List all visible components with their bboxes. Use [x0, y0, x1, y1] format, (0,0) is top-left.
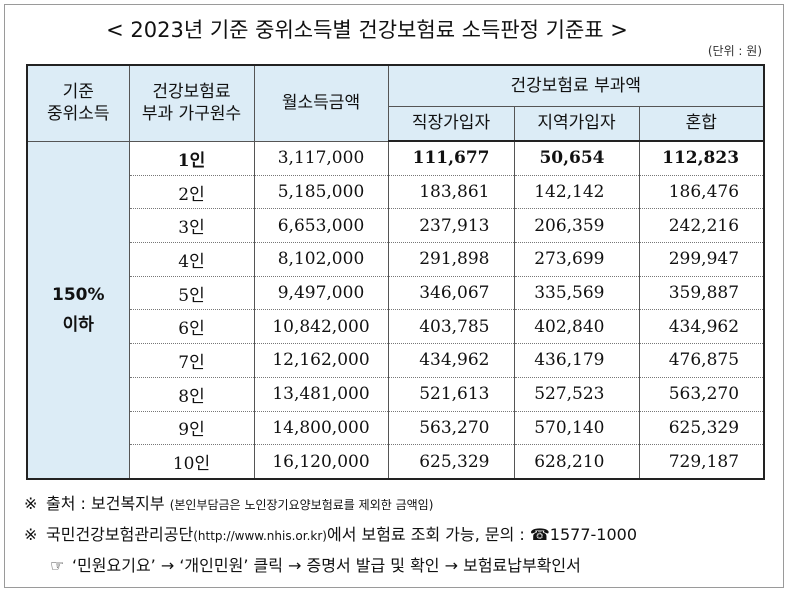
regional-cell: 206,359: [513, 208, 640, 244]
table-row: 5인 9,497,000 346,067 335,569 359,887: [27, 276, 765, 311]
members-cell: 4인: [128, 242, 255, 277]
mixed-cell: 299,947: [638, 242, 765, 277]
inquiry-note: ※ 국민건강보험관리공단(http://www.nhis.or.kr)에서 보험료…: [24, 521, 637, 545]
employee-cell: 183,861: [387, 175, 515, 210]
employee-cell: 291,898: [387, 242, 515, 277]
income-cell: 6,653,000: [253, 208, 389, 244]
regional-cell: 273,699: [513, 242, 640, 277]
page-title: < 2023년 기준 중위소득별 건강보험료 소득판정 기준표 >: [106, 18, 628, 42]
regional-cell: 402,840: [513, 309, 640, 345]
income-cell: 3,117,000: [253, 141, 389, 176]
employee-cell: 346,067: [387, 276, 515, 311]
pointing-hand-icon: ☞: [50, 556, 65, 575]
table-row: 8인 13,481,000 521,613 527,523 563,270: [27, 377, 765, 412]
regional-cell: 527,523: [513, 377, 640, 412]
regional-cell: 570,140: [513, 411, 640, 446]
source-subnote: (본인부담금은 노인장기요양보험료를 제외한 금액임): [169, 498, 434, 512]
employee-cell: 403,785: [387, 309, 515, 345]
table-row: 4인 8,102,000 291,898 273,699 299,947: [27, 242, 765, 277]
table-row: 150% 이하 1인 3,117,000 111,677 50,654 112,…: [26, 141, 765, 479]
table-row: 3인 6,653,000 237,913 206,359 242,216: [27, 208, 765, 244]
members-cell: 6인: [128, 309, 255, 345]
mixed-cell: 242,216: [638, 208, 765, 244]
header-household: 건강보험료 부과 가구원수: [128, 64, 255, 142]
band-cell: 150% 이하: [26, 141, 130, 479]
reference-mark-icon: ※: [24, 494, 38, 513]
inquiry-text: 에서 보험료 조회 가능, 문의 : ☎1577-1000: [326, 525, 638, 544]
regional-cell: 628,210: [513, 444, 640, 479]
table-row: 6인 10,842,000 403,785 402,840 434,962: [27, 309, 765, 345]
employee-cell: 434,962: [387, 343, 515, 378]
employee-cell: 563,270: [387, 411, 515, 446]
mixed-cell: 359,887: [638, 276, 765, 311]
employee-cell: 111,677: [387, 141, 515, 176]
income-cell: 8,102,000: [253, 242, 389, 277]
mixed-cell: 563,270: [638, 377, 765, 412]
source-text: 출처 : 보건복지부: [46, 494, 165, 513]
income-cell: 9,497,000: [253, 276, 389, 311]
regional-cell: 142,142: [513, 175, 640, 210]
mixed-cell: 476,875: [638, 343, 765, 378]
procedure-text: ‘민원요기요’ → ‘개인민원’ 클릭 → 증명서 발급 및 확인 → 보험료납…: [72, 556, 581, 575]
employee-cell: 625,329: [387, 444, 515, 479]
mixed-cell: 112,823: [638, 141, 765, 176]
header-regional: 지역가입자: [513, 105, 640, 142]
table-row: 9인 14,800,000 563,270 570,140 625,329: [27, 411, 765, 446]
table-row: 7인 12,162,000 434,962 436,179 476,875: [27, 343, 765, 378]
premium-table: 기준 중위소득 건강보험료 부과 가구원수 월소득금액 건강보험료 부과액 직장…: [26, 64, 766, 480]
members-cell: 8인: [128, 377, 255, 412]
mixed-cell: 186,476: [638, 175, 765, 210]
agency-name: 국민건강보험관리공단: [46, 525, 194, 544]
header-monthly-income: 월소득금액: [253, 64, 389, 142]
income-cell: 14,800,000: [253, 411, 389, 446]
source-note: ※ 출처 : 보건복지부 (본인부담금은 노인장기요양보험료를 제외한 금액임): [24, 490, 433, 514]
header-premium-group: 건강보험료 부과액: [387, 64, 765, 107]
regional-cell: 436,179: [513, 343, 640, 378]
agency-url: (http://www.nhis.or.kr): [193, 529, 327, 543]
members-cell: 1인: [128, 141, 255, 176]
income-cell: 10,842,000: [253, 309, 389, 345]
income-cell: 5,185,000: [253, 175, 389, 210]
mixed-cell: 729,187: [638, 444, 765, 479]
income-cell: 13,481,000: [253, 377, 389, 412]
header-employee: 직장가입자: [387, 105, 515, 142]
employee-cell: 237,913: [387, 208, 515, 244]
table-row: 2인 5,185,000 183,861 142,142 186,476: [27, 175, 765, 210]
header-mixed: 혼합: [638, 105, 765, 142]
table-body: 150% 이하 1인 3,117,000 111,677 50,654 112,…: [26, 141, 765, 479]
procedure-note: ☞ ‘민원요기요’ → ‘개인민원’ 클릭 → 증명서 발급 및 확인 → 보험료…: [50, 552, 581, 576]
members-cell: 9인: [128, 411, 255, 446]
income-cell: 16,120,000: [253, 444, 389, 479]
employee-cell: 521,613: [387, 377, 515, 412]
members-cell: 5인: [128, 276, 255, 311]
mixed-cell: 625,329: [638, 411, 765, 446]
page-frame: [4, 4, 784, 588]
income-cell: 12,162,000: [253, 343, 389, 378]
regional-cell: 50,654: [513, 141, 640, 176]
regional-cell: 335,569: [513, 276, 640, 311]
members-cell: 3인: [128, 208, 255, 244]
members-cell: 2인: [128, 175, 255, 210]
members-cell: 10인: [128, 444, 255, 479]
reference-mark-icon: ※: [24, 525, 38, 544]
table-row: 10인 16,120,000 625,329 628,210 729,187: [27, 444, 765, 479]
header-median-income: 기준 중위소득: [26, 64, 130, 142]
mixed-cell: 434,962: [638, 309, 765, 345]
members-cell: 7인: [128, 343, 255, 378]
unit-label: (단위 : 원): [707, 44, 762, 58]
